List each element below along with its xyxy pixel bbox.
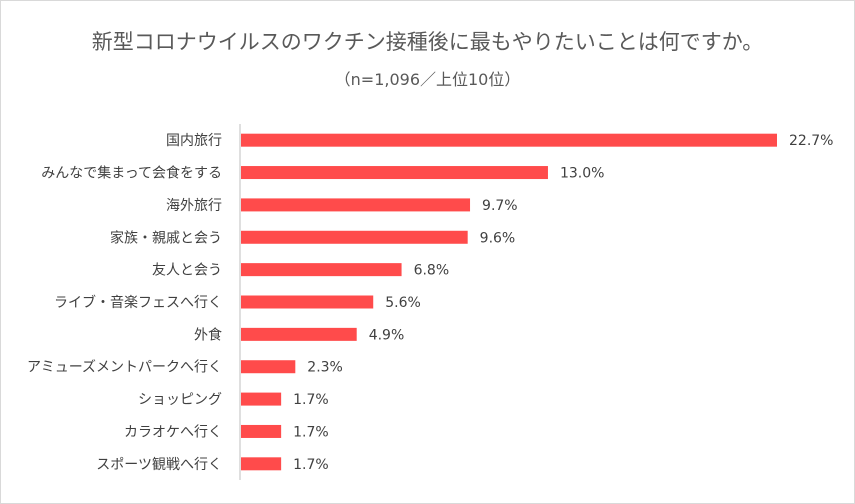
data-label: 1.7% xyxy=(293,457,329,473)
category-label: スポーツ観戦へ行く xyxy=(96,456,222,473)
category-label: ショッピング xyxy=(138,392,222,408)
bar xyxy=(241,457,282,471)
bar xyxy=(241,133,777,147)
data-label: 22.7% xyxy=(789,133,833,149)
bar xyxy=(241,392,282,406)
bar xyxy=(241,198,471,212)
bar xyxy=(241,327,357,341)
bar xyxy=(241,424,282,438)
bar xyxy=(241,230,468,244)
bar xyxy=(241,263,402,277)
data-label: 9.6% xyxy=(480,230,516,246)
data-label: 5.6% xyxy=(385,295,421,311)
category-label: アミューズメントパークへ行く xyxy=(27,360,222,376)
data-label: 9.7% xyxy=(482,198,518,214)
bar xyxy=(241,360,296,374)
chart-title: 新型コロナウイルスのワクチン接種後に最もやりたいことは何ですか。 xyxy=(91,30,764,54)
data-label: 4.9% xyxy=(369,327,405,343)
category-label: 海外旅行 xyxy=(166,198,222,214)
data-label: 13.0% xyxy=(560,166,604,182)
data-label: 1.7% xyxy=(293,424,329,440)
category-label: みんなで集まって会食をする xyxy=(41,165,222,182)
category-label: カラオケへ行く xyxy=(124,424,222,440)
category-label: 国内旅行 xyxy=(166,133,222,149)
bar xyxy=(241,166,548,180)
data-label: 6.8% xyxy=(414,263,450,279)
chart-subtitle: （n=1,096／上位10位） xyxy=(334,70,521,89)
data-label: 1.7% xyxy=(293,392,329,408)
category-label: 家族・親戚と会う xyxy=(110,229,222,246)
category-label: 外食 xyxy=(194,326,222,343)
data-label: 2.3% xyxy=(307,360,343,376)
category-label: 友人と会う xyxy=(152,263,222,279)
category-label: ライブ・音楽フェスへ行く xyxy=(54,294,222,311)
bar xyxy=(241,295,374,309)
